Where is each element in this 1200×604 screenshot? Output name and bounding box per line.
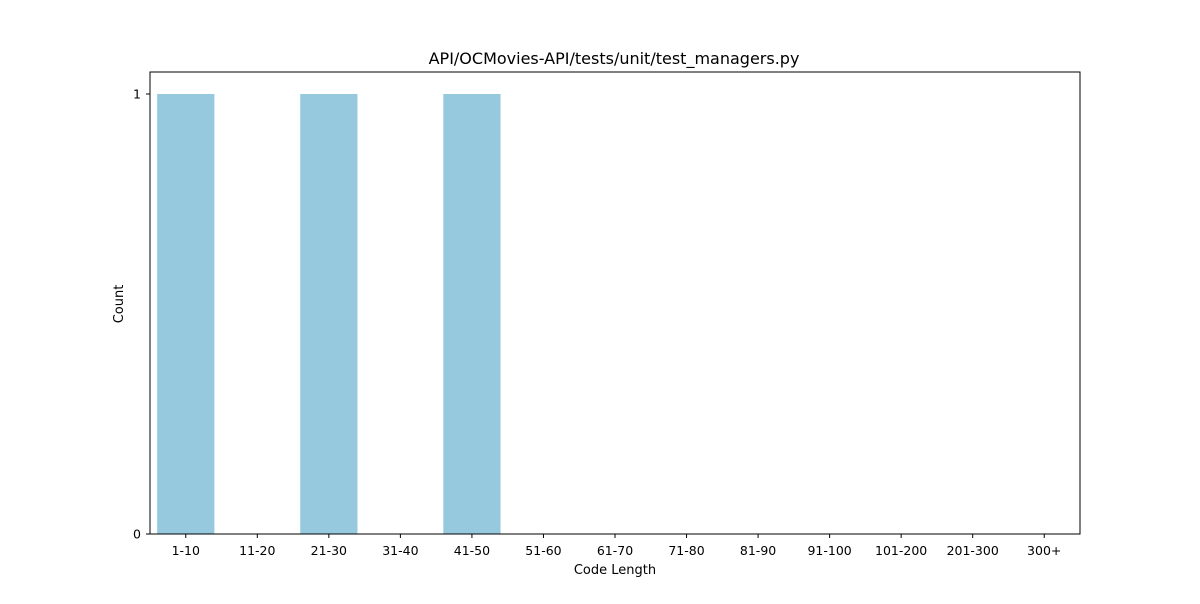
x-tick-label: 51-60 (525, 543, 561, 558)
x-tick-label: 41-50 (454, 543, 490, 558)
x-tick-label: 21-30 (311, 543, 347, 558)
bar-1-10 (157, 94, 215, 534)
y-tick-label: 0 (133, 527, 141, 542)
x-tick-label: 61-70 (597, 543, 633, 558)
x-axis-ticks: 1-10 11-20 21-30 31-40 41-50 51-60 61-70 71-80 8… (172, 534, 1061, 558)
bar-41-50 (443, 94, 501, 534)
chart-title: API/OCMovies-API/tests/unit/test_manager… (429, 49, 800, 69)
x-tick-label: 31-40 (382, 543, 418, 558)
y-axis-ticks: 01 (133, 87, 150, 542)
x-axis-label: Code Length (574, 563, 656, 578)
plot-frame (149, 71, 1081, 535)
x-tick-label: 91-100 (807, 543, 851, 558)
x-tick-label: 11-20 (239, 543, 275, 558)
x-tick-label: 300+ (1027, 543, 1061, 558)
y-axis-label: Count (112, 285, 127, 324)
x-tick-label: 201-300 (947, 543, 999, 558)
x-tick-label: 71-80 (668, 543, 704, 558)
bar-21-30 (300, 94, 358, 534)
y-tick-label: 1 (133, 87, 141, 102)
x-tick-label: 81-90 (740, 543, 776, 558)
x-tick-label: 1-10 (172, 543, 200, 558)
bars (157, 94, 501, 534)
x-tick-label: 101-200 (875, 543, 927, 558)
